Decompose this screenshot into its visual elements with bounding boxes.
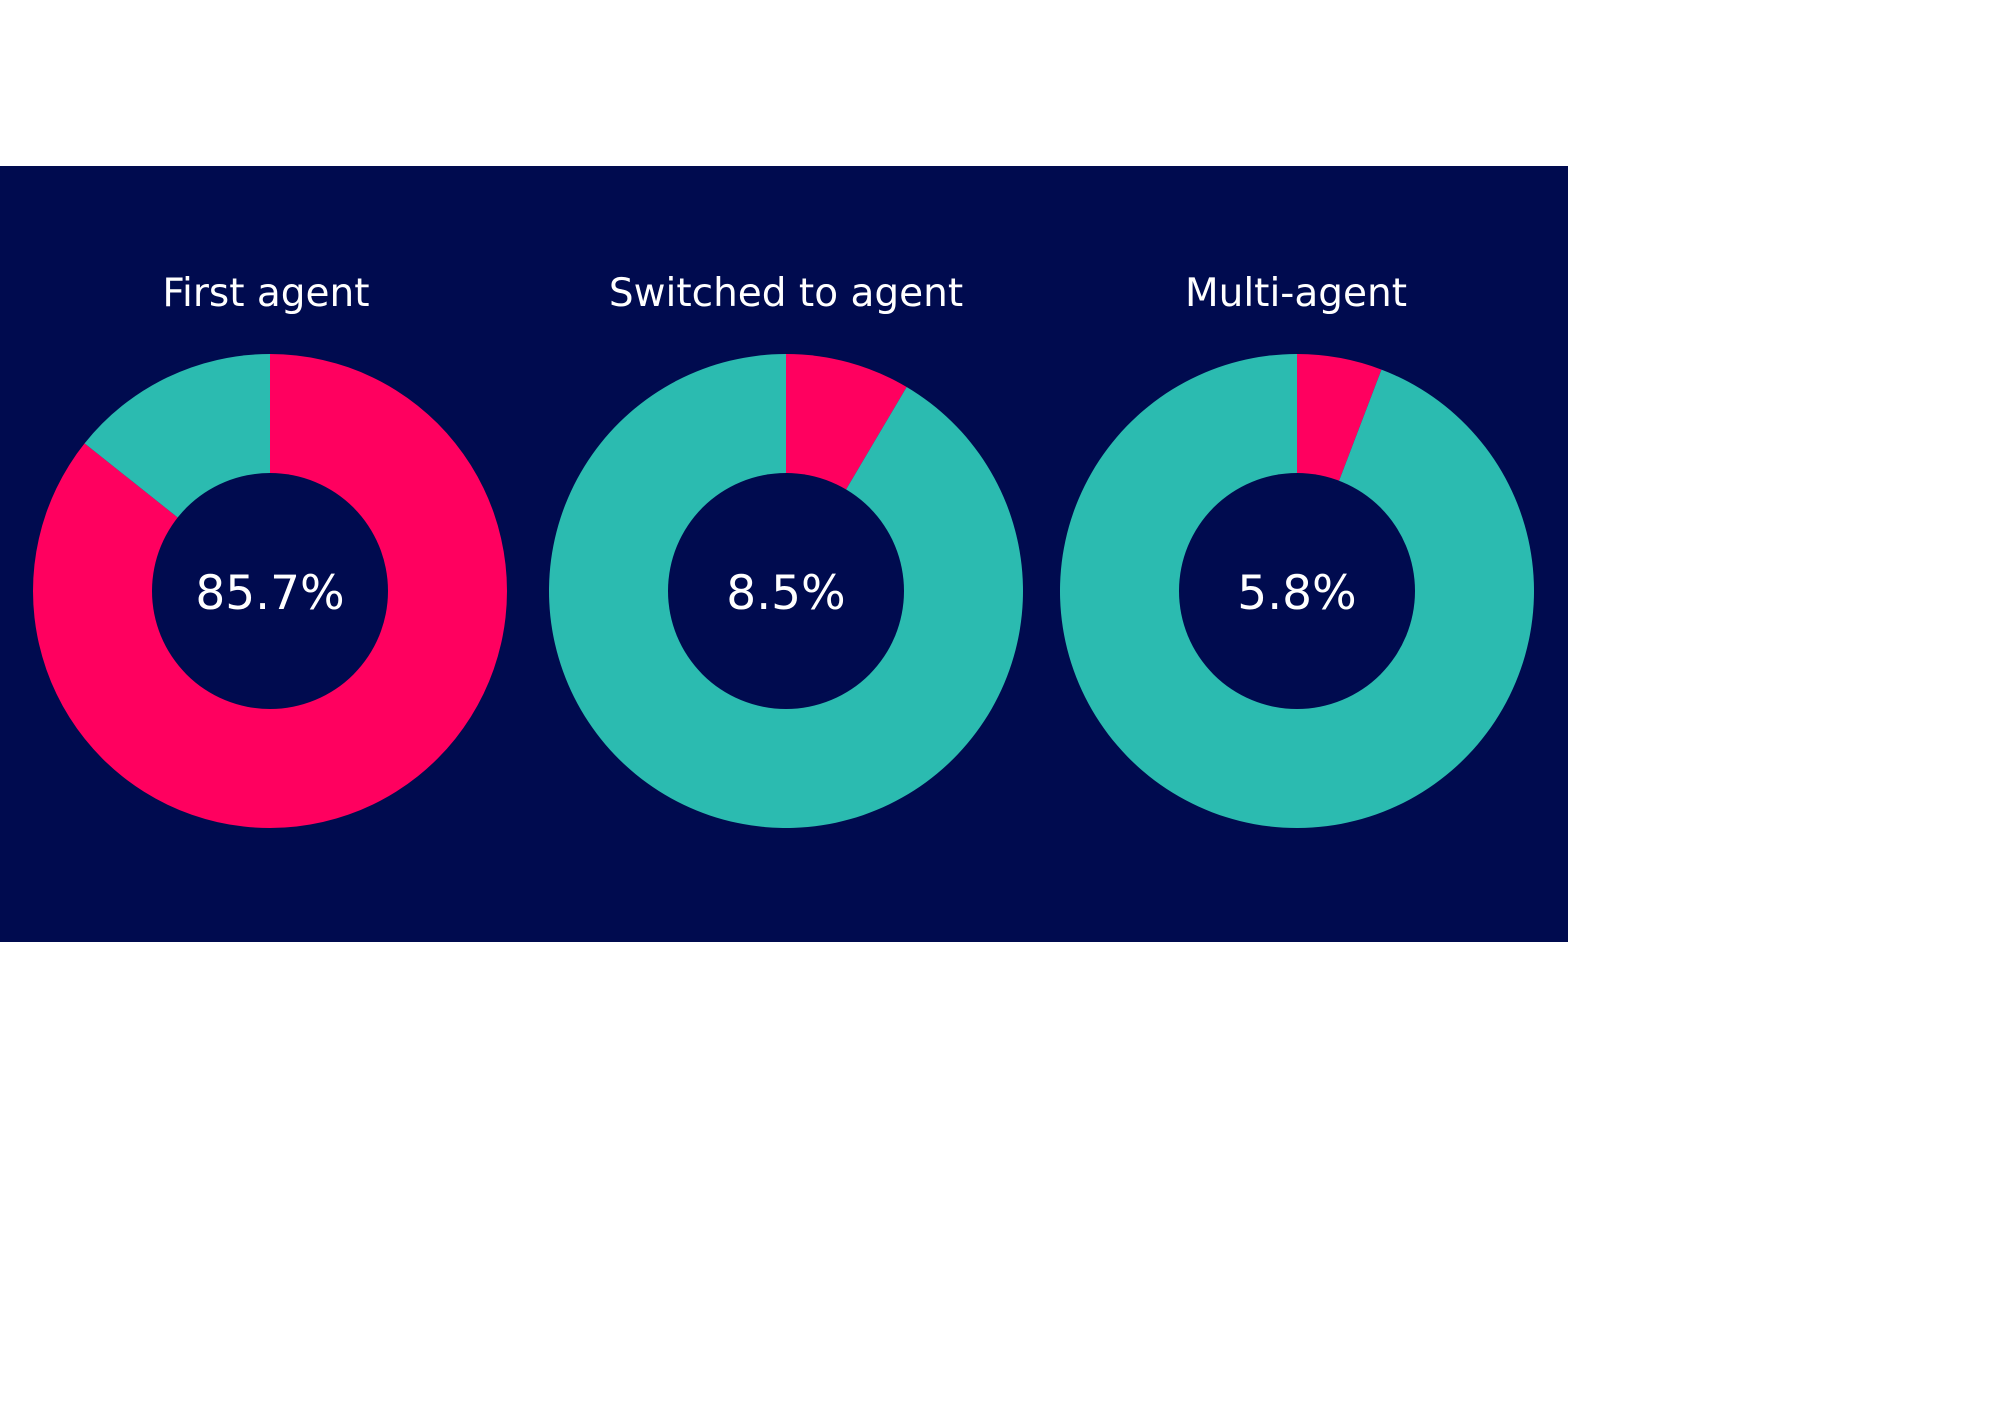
chart-first-agent: First agent 85.7% [33,271,508,829]
chart-multi-agent: Multi-agent 5.8% [1059,271,1534,828]
chart-title: Multi-agent [1185,271,1407,316]
chart-panel: First agent 85.7% Switched to agent 8.5%… [0,166,1568,942]
donut-hole [152,473,388,709]
center-percentage-label: 5.8% [1237,566,1356,621]
chart-title: First agent [162,271,369,316]
chart-title: Switched to agent [609,271,963,316]
center-percentage-label: 85.7% [195,566,344,621]
center-percentage-label: 8.5% [726,566,845,621]
chart-switched-to-agent: Switched to agent 8.5% [548,271,1023,828]
donut-hole [668,473,904,709]
donut-hole [1179,473,1415,709]
donut-charts: First agent 85.7% Switched to agent 8.5%… [33,271,1534,829]
